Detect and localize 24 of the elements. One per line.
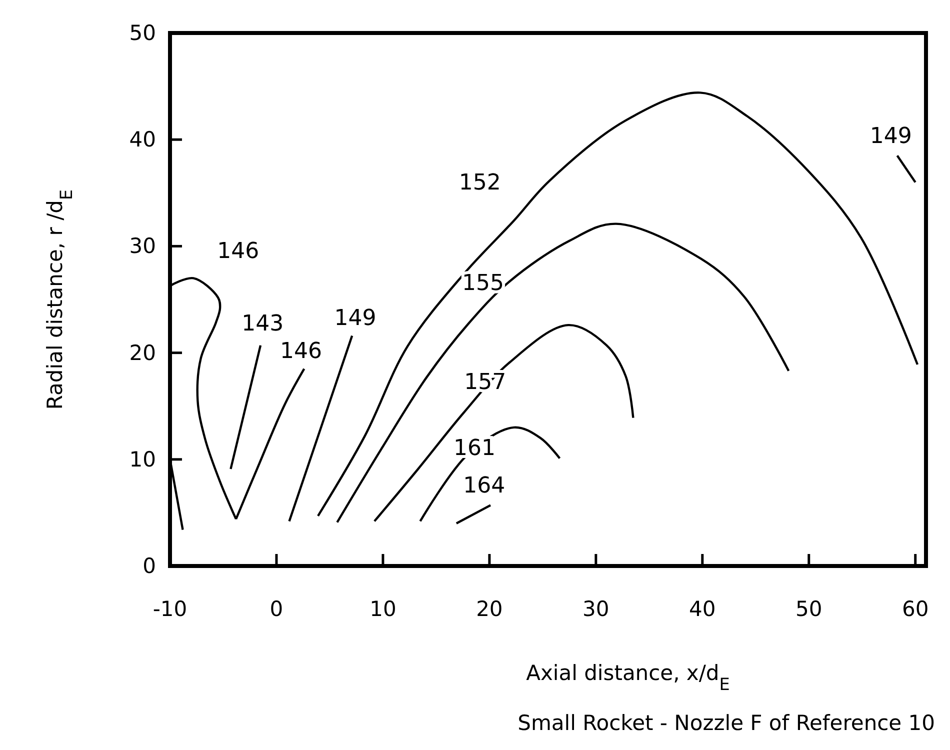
y-tick-label: 30 [129, 234, 156, 258]
x-tick-label: 60 [902, 597, 929, 621]
series-label: 155 [462, 270, 504, 296]
series-label: 146 [280, 339, 322, 364]
y-tick-label: 50 [129, 21, 156, 45]
series-label: 143 [242, 311, 284, 336]
y-tick-label: 0 [142, 554, 156, 578]
series-label: 164 [463, 473, 506, 498]
x-tick-label: 20 [476, 597, 503, 621]
x-tick-label: -10 [152, 597, 188, 621]
x-tick-label: 40 [689, 597, 716, 621]
series-label: 149 [870, 124, 912, 149]
series-label: 152 [458, 170, 501, 196]
x-tick-label: 30 [582, 597, 610, 621]
x-tick-label: 0 [270, 597, 284, 621]
y-tick-label: 40 [129, 128, 156, 152]
x-tick-label: 10 [370, 597, 396, 621]
series-label: 149 [334, 306, 376, 332]
series-label: 146 [217, 238, 260, 264]
text: Small Rocket - Nozzle F of Reference 10 [518, 711, 935, 735]
x-tick-label: 50 [796, 597, 822, 621]
x-axis-title: Axial distance, x/d$_{E}$ [526, 661, 730, 694]
y-tick-label: 20 [129, 340, 156, 365]
y-tick-label: 10 [129, 447, 156, 472]
